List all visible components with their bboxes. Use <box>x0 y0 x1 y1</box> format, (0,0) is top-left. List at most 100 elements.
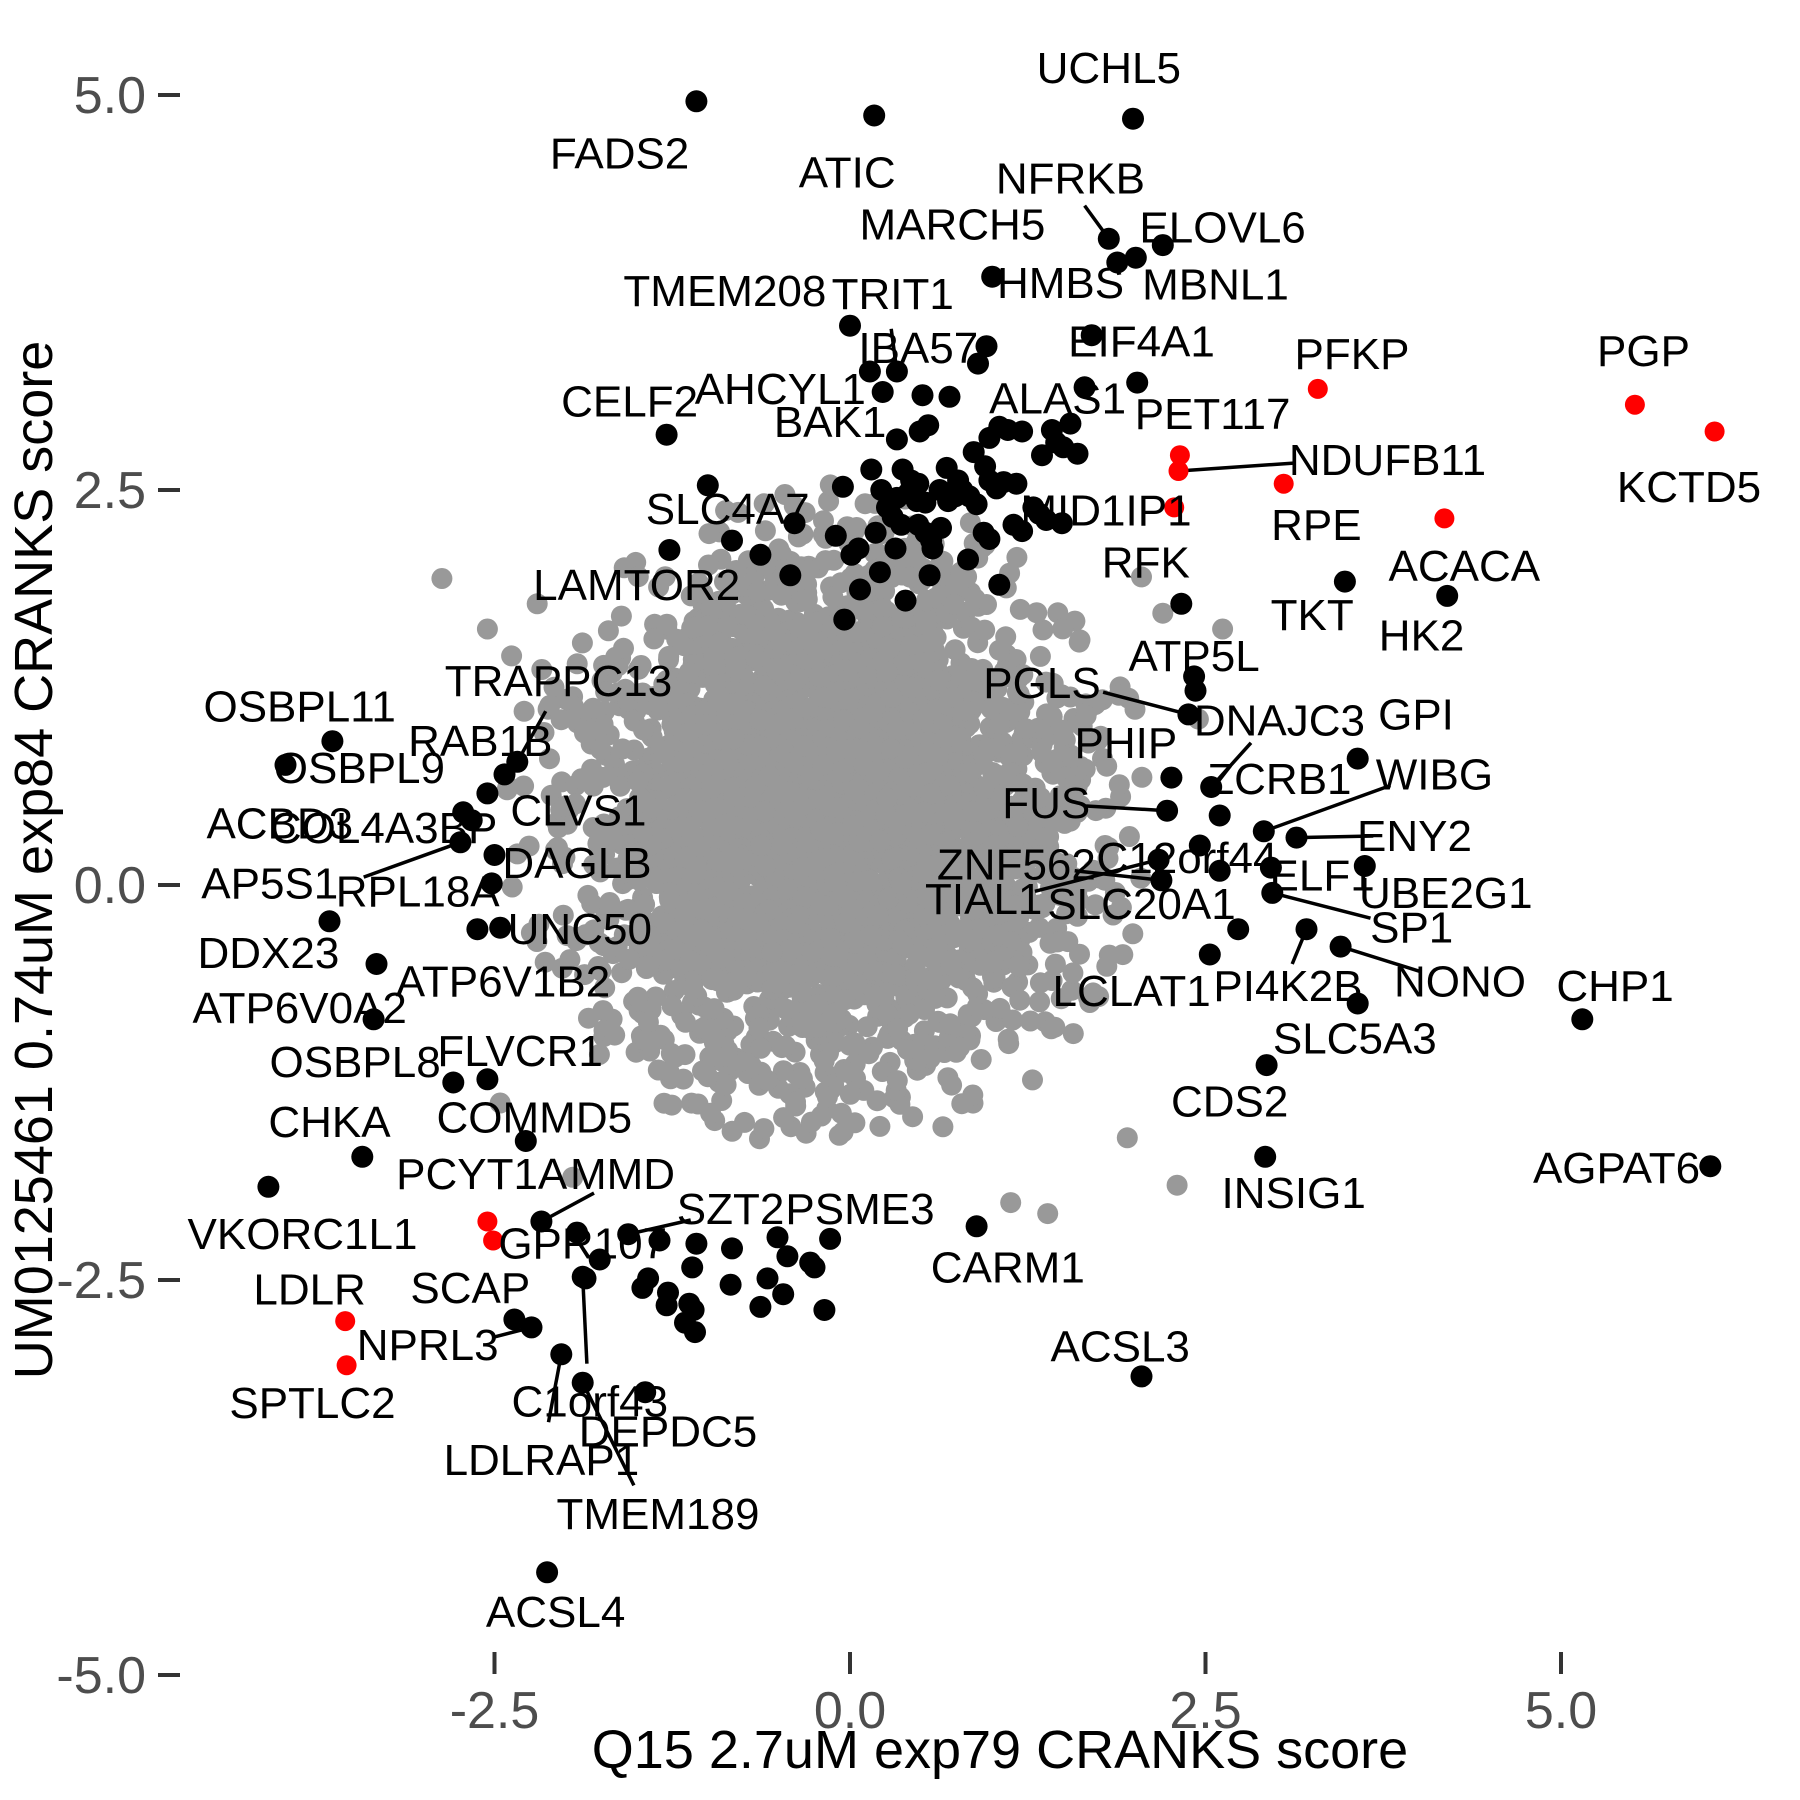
gene-point <box>756 1267 779 1290</box>
gene-point-MMD <box>530 1210 553 1233</box>
background-point <box>832 1121 854 1143</box>
gene-point-DNAJC3 <box>1200 776 1223 798</box>
background-point <box>860 740 882 762</box>
background-point <box>780 938 802 960</box>
gene-point <box>766 1226 789 1249</box>
gene-point-KCTD5 <box>1704 421 1725 442</box>
background-point <box>984 834 1005 856</box>
background-point <box>1152 602 1174 624</box>
gene-label-OSBPL11: OSBPL11 <box>203 683 395 732</box>
gene-label-MARCH5: MARCH5 <box>860 201 1046 250</box>
background-point <box>526 593 548 615</box>
background-point <box>653 743 675 764</box>
gene-point-SZT2 <box>617 1223 640 1246</box>
background-point <box>1039 932 1061 954</box>
background-point <box>1040 1018 1062 1040</box>
background-point <box>1084 894 1106 916</box>
background-point <box>707 850 729 872</box>
background-point <box>872 616 893 638</box>
gene-point-INSIG1 <box>1254 1145 1277 1168</box>
background-point <box>1068 631 1090 653</box>
background-point <box>1116 1127 1138 1149</box>
gene-label-NONO: NONO <box>1394 957 1526 1006</box>
gene-label-ATIC: ATIC <box>799 148 896 197</box>
background-point <box>1097 847 1119 869</box>
gene-point-AP5S1 <box>449 831 472 854</box>
background-point <box>1037 1203 1059 1225</box>
background-point <box>727 501 749 523</box>
background-point <box>634 894 656 915</box>
gene-point-LDLRAP1 <box>550 1343 573 1366</box>
background-point <box>915 614 937 636</box>
background-point <box>725 560 747 581</box>
gene-point <box>776 1245 799 1268</box>
background-point <box>631 821 653 843</box>
background-point <box>661 995 683 1017</box>
background-point <box>727 906 749 928</box>
background-point <box>606 936 628 958</box>
background-point <box>700 599 722 620</box>
gene-point-IBA57 <box>975 335 998 358</box>
background-point <box>617 898 639 920</box>
background-point <box>627 566 649 588</box>
background-point <box>774 484 796 505</box>
background-point <box>695 714 717 736</box>
gene-label-MBNL1: MBNL1 <box>1142 261 1289 310</box>
background-point <box>630 655 652 676</box>
background-point <box>674 907 696 929</box>
background-point <box>613 862 634 884</box>
gene-point-ELOVL6 <box>1151 234 1174 257</box>
gene-label-COL4A3BP: COL4A3BP <box>270 804 497 853</box>
background-point <box>827 797 849 819</box>
gene-point-BAK1 <box>885 428 908 451</box>
gene-point-RPE <box>1273 473 1294 494</box>
axis-tick-label: 5.0 <box>1525 1682 1597 1740</box>
leader-line-FUS <box>1085 804 1168 813</box>
background-point <box>867 904 889 926</box>
background-point <box>675 1011 696 1033</box>
background-point <box>1009 598 1031 620</box>
background-point <box>1078 987 1100 1009</box>
background-point <box>881 686 903 708</box>
gene-point-LDLR <box>335 1311 356 1332</box>
gene-label-ATP5L: ATP5L <box>1128 632 1259 681</box>
background-point <box>692 1060 713 1082</box>
gene-point-VKORC1L1 <box>257 1175 280 1198</box>
background-point <box>775 998 797 1020</box>
gene-point-NONO <box>1329 935 1352 958</box>
label-leader-lines <box>363 204 1423 1487</box>
background-point <box>701 969 723 991</box>
gene-label-PGLS: PGLS <box>983 659 1100 708</box>
background-point <box>766 973 788 994</box>
background-point <box>812 754 834 776</box>
background-point <box>748 1017 770 1039</box>
background-point <box>685 863 707 885</box>
background-point <box>937 881 959 903</box>
background-point <box>513 775 535 797</box>
background-point <box>750 834 772 856</box>
gene-point-RPL18A <box>480 872 503 895</box>
gene-label-ALAS1: ALAS1 <box>989 374 1126 423</box>
background-point <box>869 1115 891 1137</box>
axis-tick-label: 2.5 <box>74 462 146 520</box>
background-point <box>571 632 593 654</box>
background-point <box>858 1043 880 1065</box>
background-point <box>963 875 985 897</box>
background-point <box>784 913 806 935</box>
background-point <box>1029 991 1051 1013</box>
gene-point-C1orf43 <box>571 1265 594 1288</box>
background-point <box>958 836 980 858</box>
background-point <box>1022 898 1044 920</box>
gene-point <box>685 1232 708 1255</box>
gene-label-ENY2: ENY2 <box>1357 812 1472 861</box>
background-point <box>588 932 610 954</box>
axis-tick-label: -5.0 <box>56 1647 146 1705</box>
background-point <box>771 834 793 856</box>
background-point <box>973 745 995 767</box>
background-point <box>770 584 792 606</box>
axis-tick-label: -2.5 <box>56 1252 146 1310</box>
background-point <box>501 876 523 898</box>
background-point <box>785 1091 806 1113</box>
background-point <box>745 648 767 669</box>
background-point <box>770 543 792 565</box>
